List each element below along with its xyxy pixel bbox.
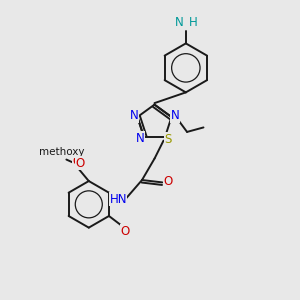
Text: N: N: [176, 16, 185, 29]
Text: O: O: [76, 157, 85, 169]
Text: H: H: [188, 16, 197, 29]
Text: O: O: [73, 155, 82, 168]
Text: N: N: [130, 109, 138, 122]
Text: H: H: [189, 16, 198, 29]
Text: N: N: [175, 16, 184, 29]
Text: N: N: [171, 109, 179, 122]
Text: N: N: [136, 132, 145, 145]
Text: HN: HN: [110, 193, 127, 206]
Text: methoxy: methoxy: [39, 147, 84, 157]
Text: S: S: [164, 133, 172, 146]
Text: O: O: [164, 175, 173, 188]
Text: O: O: [121, 225, 130, 238]
